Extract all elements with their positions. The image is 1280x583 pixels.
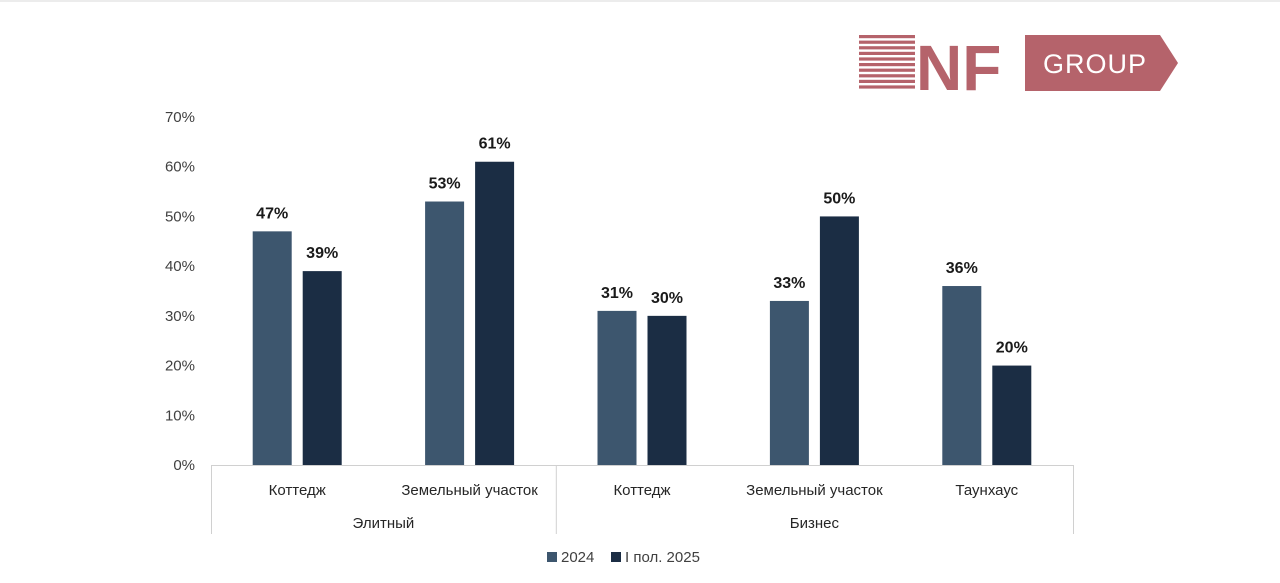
bar-series2 [819,216,859,465]
bar-series1 [252,231,292,465]
x-axis: Коттедж Земельный участок Коттедж Земельный… [211,465,1074,534]
logo-stripe [859,63,915,67]
logo-stripe [859,46,915,50]
y-tick-label: 10% [165,407,195,424]
y-tick-label: 20% [165,358,195,375]
bars [252,161,1032,465]
data-labels: 47% 39% 53% 61% 31% 30% 33% 50% 36% 20% [256,136,1028,357]
logo-stripe [859,35,915,39]
y-tick-label: 60% [165,159,195,176]
bar-series1 [769,300,809,465]
logo-group-plate [1025,35,1178,91]
logo-stripes [859,35,915,89]
bar-series2 [647,315,687,465]
y-tick-label: 0% [173,457,195,474]
legend-entry: I пол. 2025 [625,549,700,566]
data-label: 61% [479,136,511,153]
y-axis: 0% 10% 20% 30% 40% 50% 60% 70% [165,109,195,474]
data-label: 30% [651,290,683,307]
data-label: 47% [256,205,288,222]
logo-stripe [859,51,915,55]
x-category-label: Земельный участок [746,482,883,499]
logo-group-text: GROUP [1043,49,1147,79]
top-border [0,0,1280,2]
x-category-label: Земельный участок [401,482,538,499]
data-label: 33% [773,275,805,292]
logo-stripe [859,40,915,44]
bar-series1 [942,286,982,465]
y-tick-label: 40% [165,258,195,275]
data-label: 36% [946,260,978,277]
logo-stripe [859,68,915,72]
y-tick-label: 30% [165,308,195,325]
legend-entry: 2024 [561,549,594,566]
logo-stripe [859,74,915,78]
legend-swatch [547,552,557,562]
nf-group-logo: NF GROUP [859,32,1178,104]
logo-stripe [859,57,915,61]
y-tick-label: 50% [165,208,195,225]
data-label: 39% [306,245,338,262]
data-label: 53% [429,176,461,193]
bar-series2 [302,271,342,465]
x-category-label: Коттедж [269,482,326,499]
y-tick-label: 70% [165,109,195,126]
data-label: 50% [823,190,855,207]
data-label: 20% [996,340,1028,357]
logo-stripe [859,85,915,89]
x-category-label: Таунхаус [955,482,1018,499]
x-group-label: Бизнес [790,515,840,532]
x-category-label: Коттедж [613,482,670,499]
logo-stripe [859,79,915,83]
bar-series1 [425,201,465,465]
data-label: 31% [601,285,633,302]
legend-swatch [611,552,621,562]
bar-series1 [597,310,637,465]
x-group-label: Элитный [353,515,415,532]
bar-series2 [475,161,515,465]
logo-mark-text: NF [916,32,1001,104]
bar-series2 [992,365,1032,465]
legend: 2024 I пол. 2025 [547,549,700,566]
